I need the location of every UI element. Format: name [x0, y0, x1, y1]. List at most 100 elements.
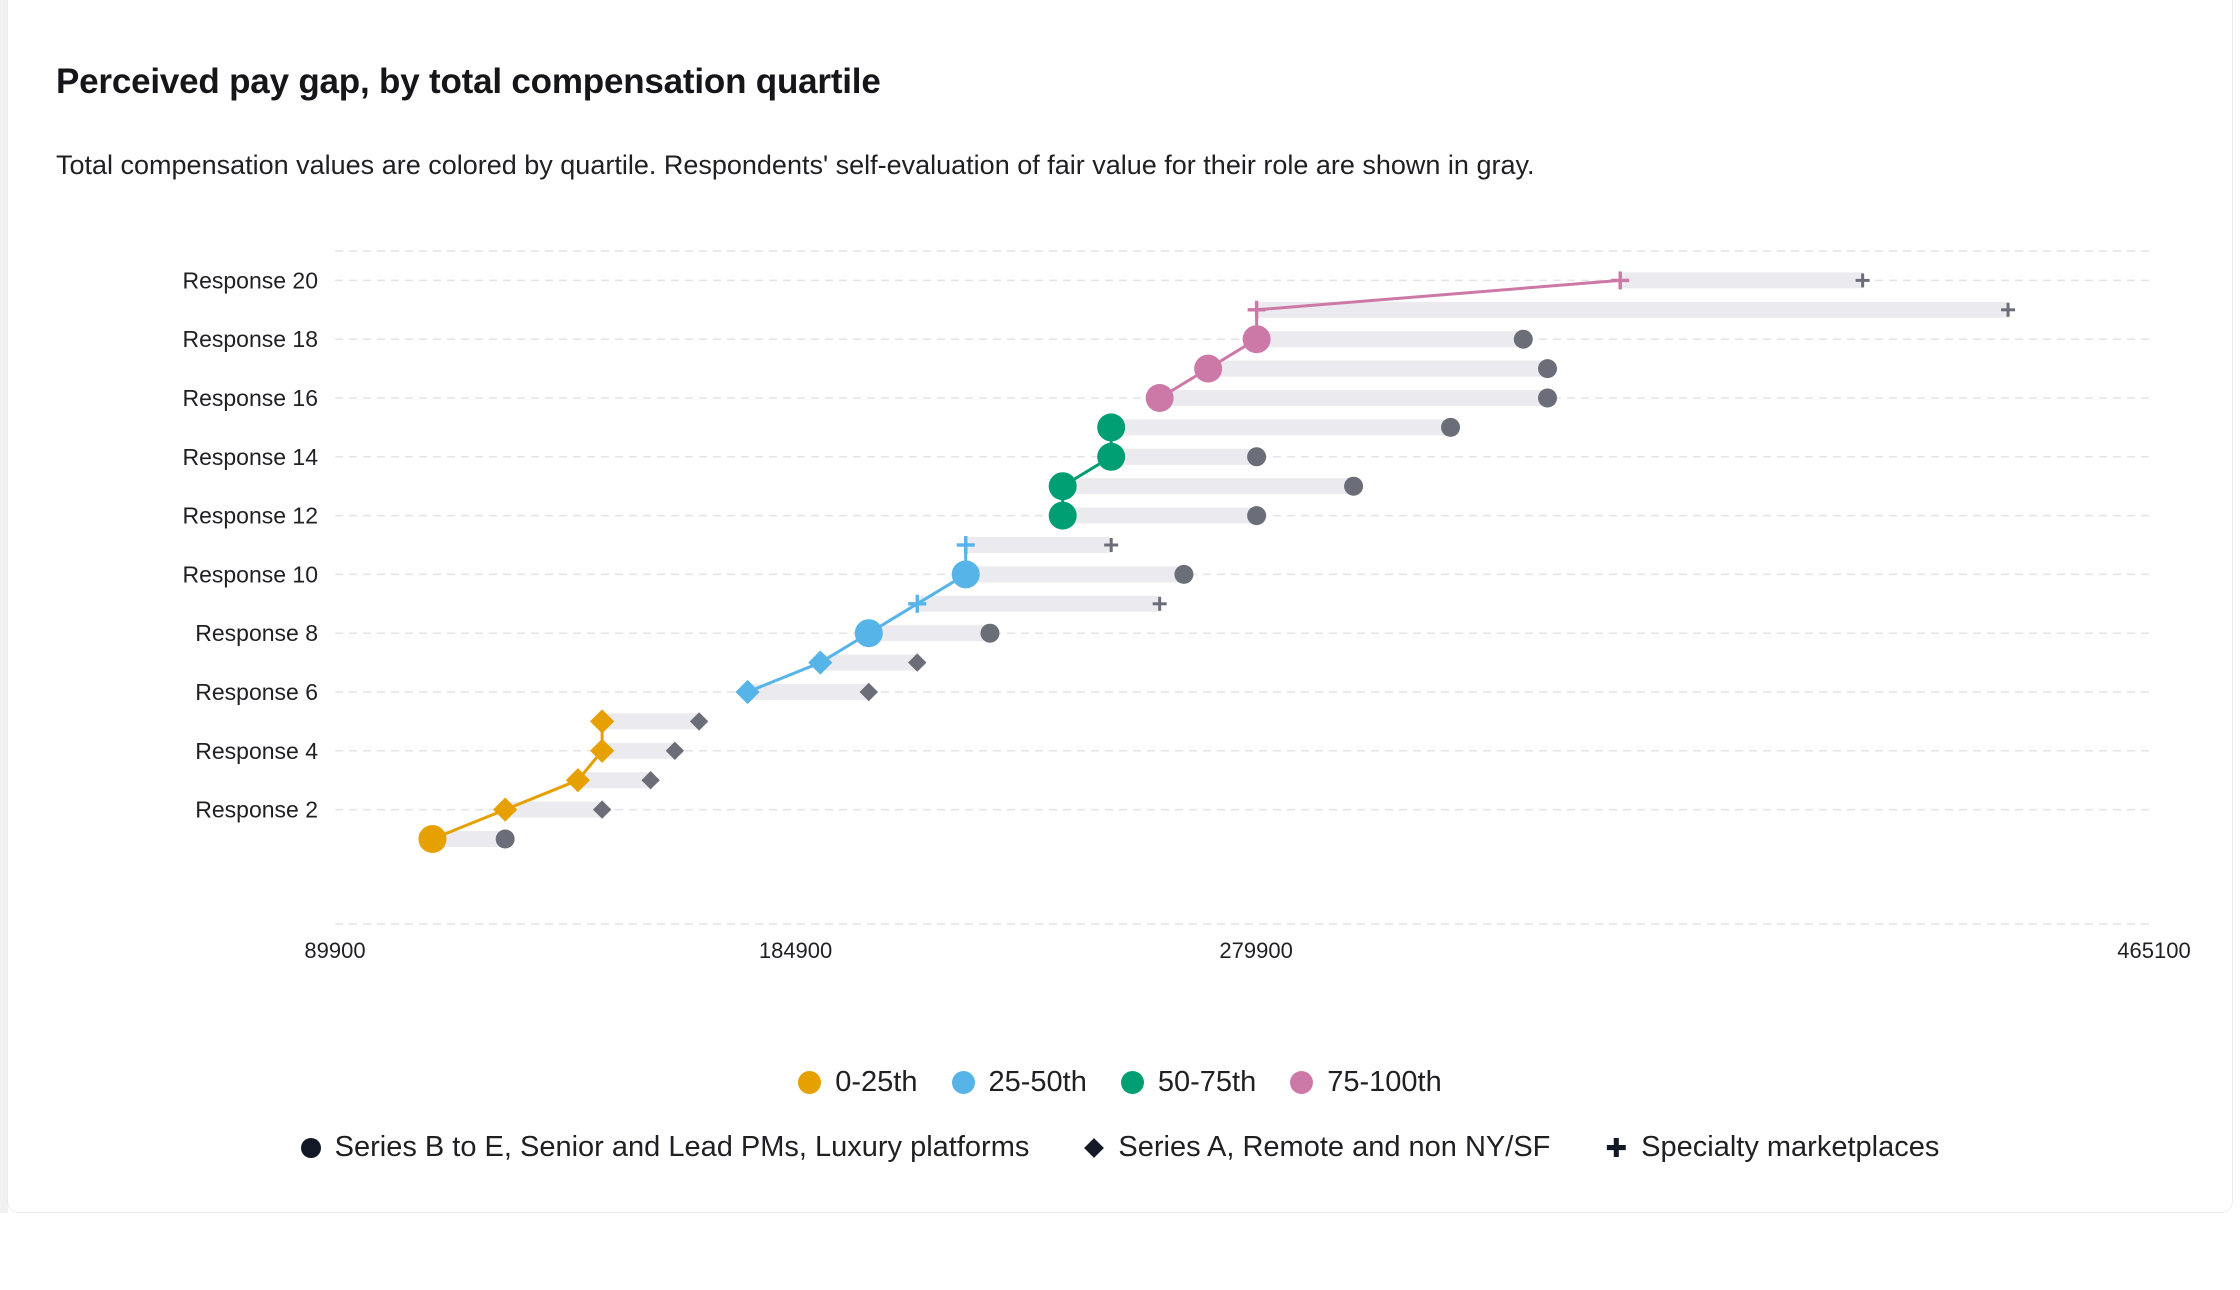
- range-bar: [1256, 301, 2009, 318]
- fair-value-marker: [592, 800, 612, 819]
- total-comp-marker: [808, 650, 833, 675]
- fair-value-marker: [665, 741, 685, 760]
- legend-item-diamond[interactable]: Series A, Remote and non NY/SF: [1084, 1131, 1550, 1164]
- range-bar: [505, 801, 603, 818]
- legend-label-q1: 0-25th: [835, 1066, 918, 1098]
- range-bar: [1062, 478, 1354, 495]
- total-comp-markers: [418, 271, 1630, 853]
- y-tick-label: Response 20: [182, 267, 318, 293]
- x-tick-label: 279900: [1219, 938, 1292, 963]
- chart-title: Perceived pay gap, by total compensation…: [56, 62, 881, 101]
- total-comp-marker: [1048, 472, 1077, 501]
- legend-label-q4: 75-100th: [1327, 1066, 1442, 1098]
- legend-swatch-q2: [951, 1071, 975, 1094]
- diamond-marker-icon: [1084, 1137, 1105, 1158]
- legend-swatch-q4: [1290, 1071, 1314, 1094]
- legend-label-circle: Series B to E, Senior and Lead PMs, Luxu…: [334, 1131, 1030, 1163]
- chart-subtitle: Total compensation values are colored by…: [56, 150, 1535, 180]
- fair-value-marker-v: [1158, 596, 1162, 611]
- x-tick-label: 89900: [304, 938, 365, 963]
- total-comp-marker: [1247, 300, 1266, 319]
- range-bar: [917, 595, 1160, 612]
- range-bar: [747, 684, 869, 700]
- y-tick-label: Response 18: [182, 326, 318, 352]
- fair-value-marker-v: [1861, 273, 1865, 288]
- legend-swatch-q1: [798, 1071, 822, 1094]
- legend-item-q1[interactable]: 0-25th: [798, 1066, 918, 1099]
- total-comp-marker: [956, 536, 975, 554]
- fair-value-marker: [980, 623, 1000, 643]
- legend-item-q4[interactable]: 75-100th: [1290, 1066, 1442, 1099]
- y-tick-label: Response 6: [195, 679, 318, 705]
- y-tick-label: Response 14: [182, 444, 318, 470]
- fair-value-marker: [1513, 329, 1533, 349]
- legend-item-plus[interactable]: ✚ Specialty marketplaces: [1605, 1131, 1939, 1164]
- range-bar: [1111, 448, 1257, 465]
- total-comp-marker-v: [964, 536, 968, 554]
- quartile-line-q3: [1061, 427, 1113, 516]
- y-tick-labels: Response 2 Response 4 Response 6 Response 8…: [182, 267, 318, 822]
- fair-value-marker: [495, 829, 515, 849]
- legend-item-q2[interactable]: 25-50th: [951, 1066, 1087, 1099]
- fair-value-marker: [908, 653, 927, 672]
- legend-item-circle[interactable]: Series B to E, Senior and Lead PMs, Luxu…: [300, 1131, 1030, 1164]
- fair-value-marker: [1247, 447, 1267, 467]
- y-tick-label: Response 12: [182, 503, 318, 529]
- legend-item-q3[interactable]: 50-75th: [1120, 1066, 1257, 1099]
- total-comp-marker-v: [915, 594, 919, 613]
- x-tick-labels: 89900 184900 279900 465100: [304, 938, 2190, 963]
- total-comp-marker: [1048, 501, 1077, 530]
- fair-value-marker: [1104, 538, 1119, 552]
- plus-marker-icon: ✚: [1605, 1132, 1628, 1163]
- total-comp-marker: [418, 825, 447, 853]
- fair-value-marker: [1344, 476, 1364, 496]
- total-comp-marker: [1097, 413, 1126, 442]
- x-tick-label: 465100: [2117, 938, 2190, 963]
- y-tick-label: Response 4: [195, 738, 318, 764]
- total-comp-marker-v: [1618, 271, 1622, 290]
- y-tick-label: Response 16: [182, 385, 318, 411]
- fair-value-marker: [689, 712, 709, 731]
- total-comp-marker: [590, 738, 615, 763]
- total-comp-marker: [1194, 354, 1223, 383]
- legend-label-diamond: Series A, Remote and non NY/SF: [1118, 1131, 1551, 1163]
- fair-value-marker-v: [1109, 538, 1113, 552]
- range-bar: [1620, 272, 1863, 289]
- range-bars: [432, 272, 2009, 847]
- fair-value-marker: [859, 682, 878, 702]
- range-bar: [965, 537, 1112, 553]
- range-bar: [577, 772, 651, 789]
- total-comp-marker: [493, 797, 518, 822]
- fair-value-marker: [2001, 302, 2016, 317]
- total-comp-marker: [854, 619, 883, 648]
- segment-legend: Series B to E, Senior and Lead PMs, Luxu…: [0, 1131, 2240, 1164]
- total-comp-marker: [590, 709, 615, 734]
- fair-value-marker: [1152, 596, 1167, 611]
- total-comp-marker: [1145, 384, 1174, 412]
- fair-value-marker: [641, 771, 660, 790]
- pay-gap-chart: Response 2 Response 4 Response 6 Response 8…: [182, 250, 2191, 963]
- total-comp-marker: [735, 679, 760, 705]
- fair-value-marker: [1247, 506, 1267, 526]
- legend-label-q3: 50-75th: [1157, 1066, 1257, 1098]
- total-comp-marker: [565, 768, 590, 793]
- fair-value-marker: [1174, 564, 1194, 584]
- range-bar: [1111, 419, 1451, 436]
- range-bar: [1062, 507, 1257, 524]
- left-edge-strip: [0, 0, 8, 1213]
- circle-marker-icon: [300, 1137, 321, 1158]
- fair-value-marker: [1538, 359, 1558, 379]
- range-bar: [868, 625, 990, 642]
- range-bar: [432, 831, 506, 847]
- fair-value-marker-v: [2006, 302, 2010, 317]
- quartile-legend: 0-25th 25-50th 50-75th 75-100th: [0, 1066, 2240, 1099]
- legend-label-plus: Specialty marketplaces: [1641, 1131, 1940, 1163]
- total-comp-marker: [1242, 325, 1271, 354]
- fair-value-marker: [1855, 273, 1870, 288]
- y-tick-label: Response 2: [195, 797, 318, 823]
- fair-value-marker: [1538, 388, 1558, 408]
- legend-label-q2: 25-50th: [988, 1066, 1087, 1098]
- range-bar: [1208, 360, 1548, 377]
- range-bar: [602, 742, 675, 759]
- range-bar: [965, 566, 1184, 583]
